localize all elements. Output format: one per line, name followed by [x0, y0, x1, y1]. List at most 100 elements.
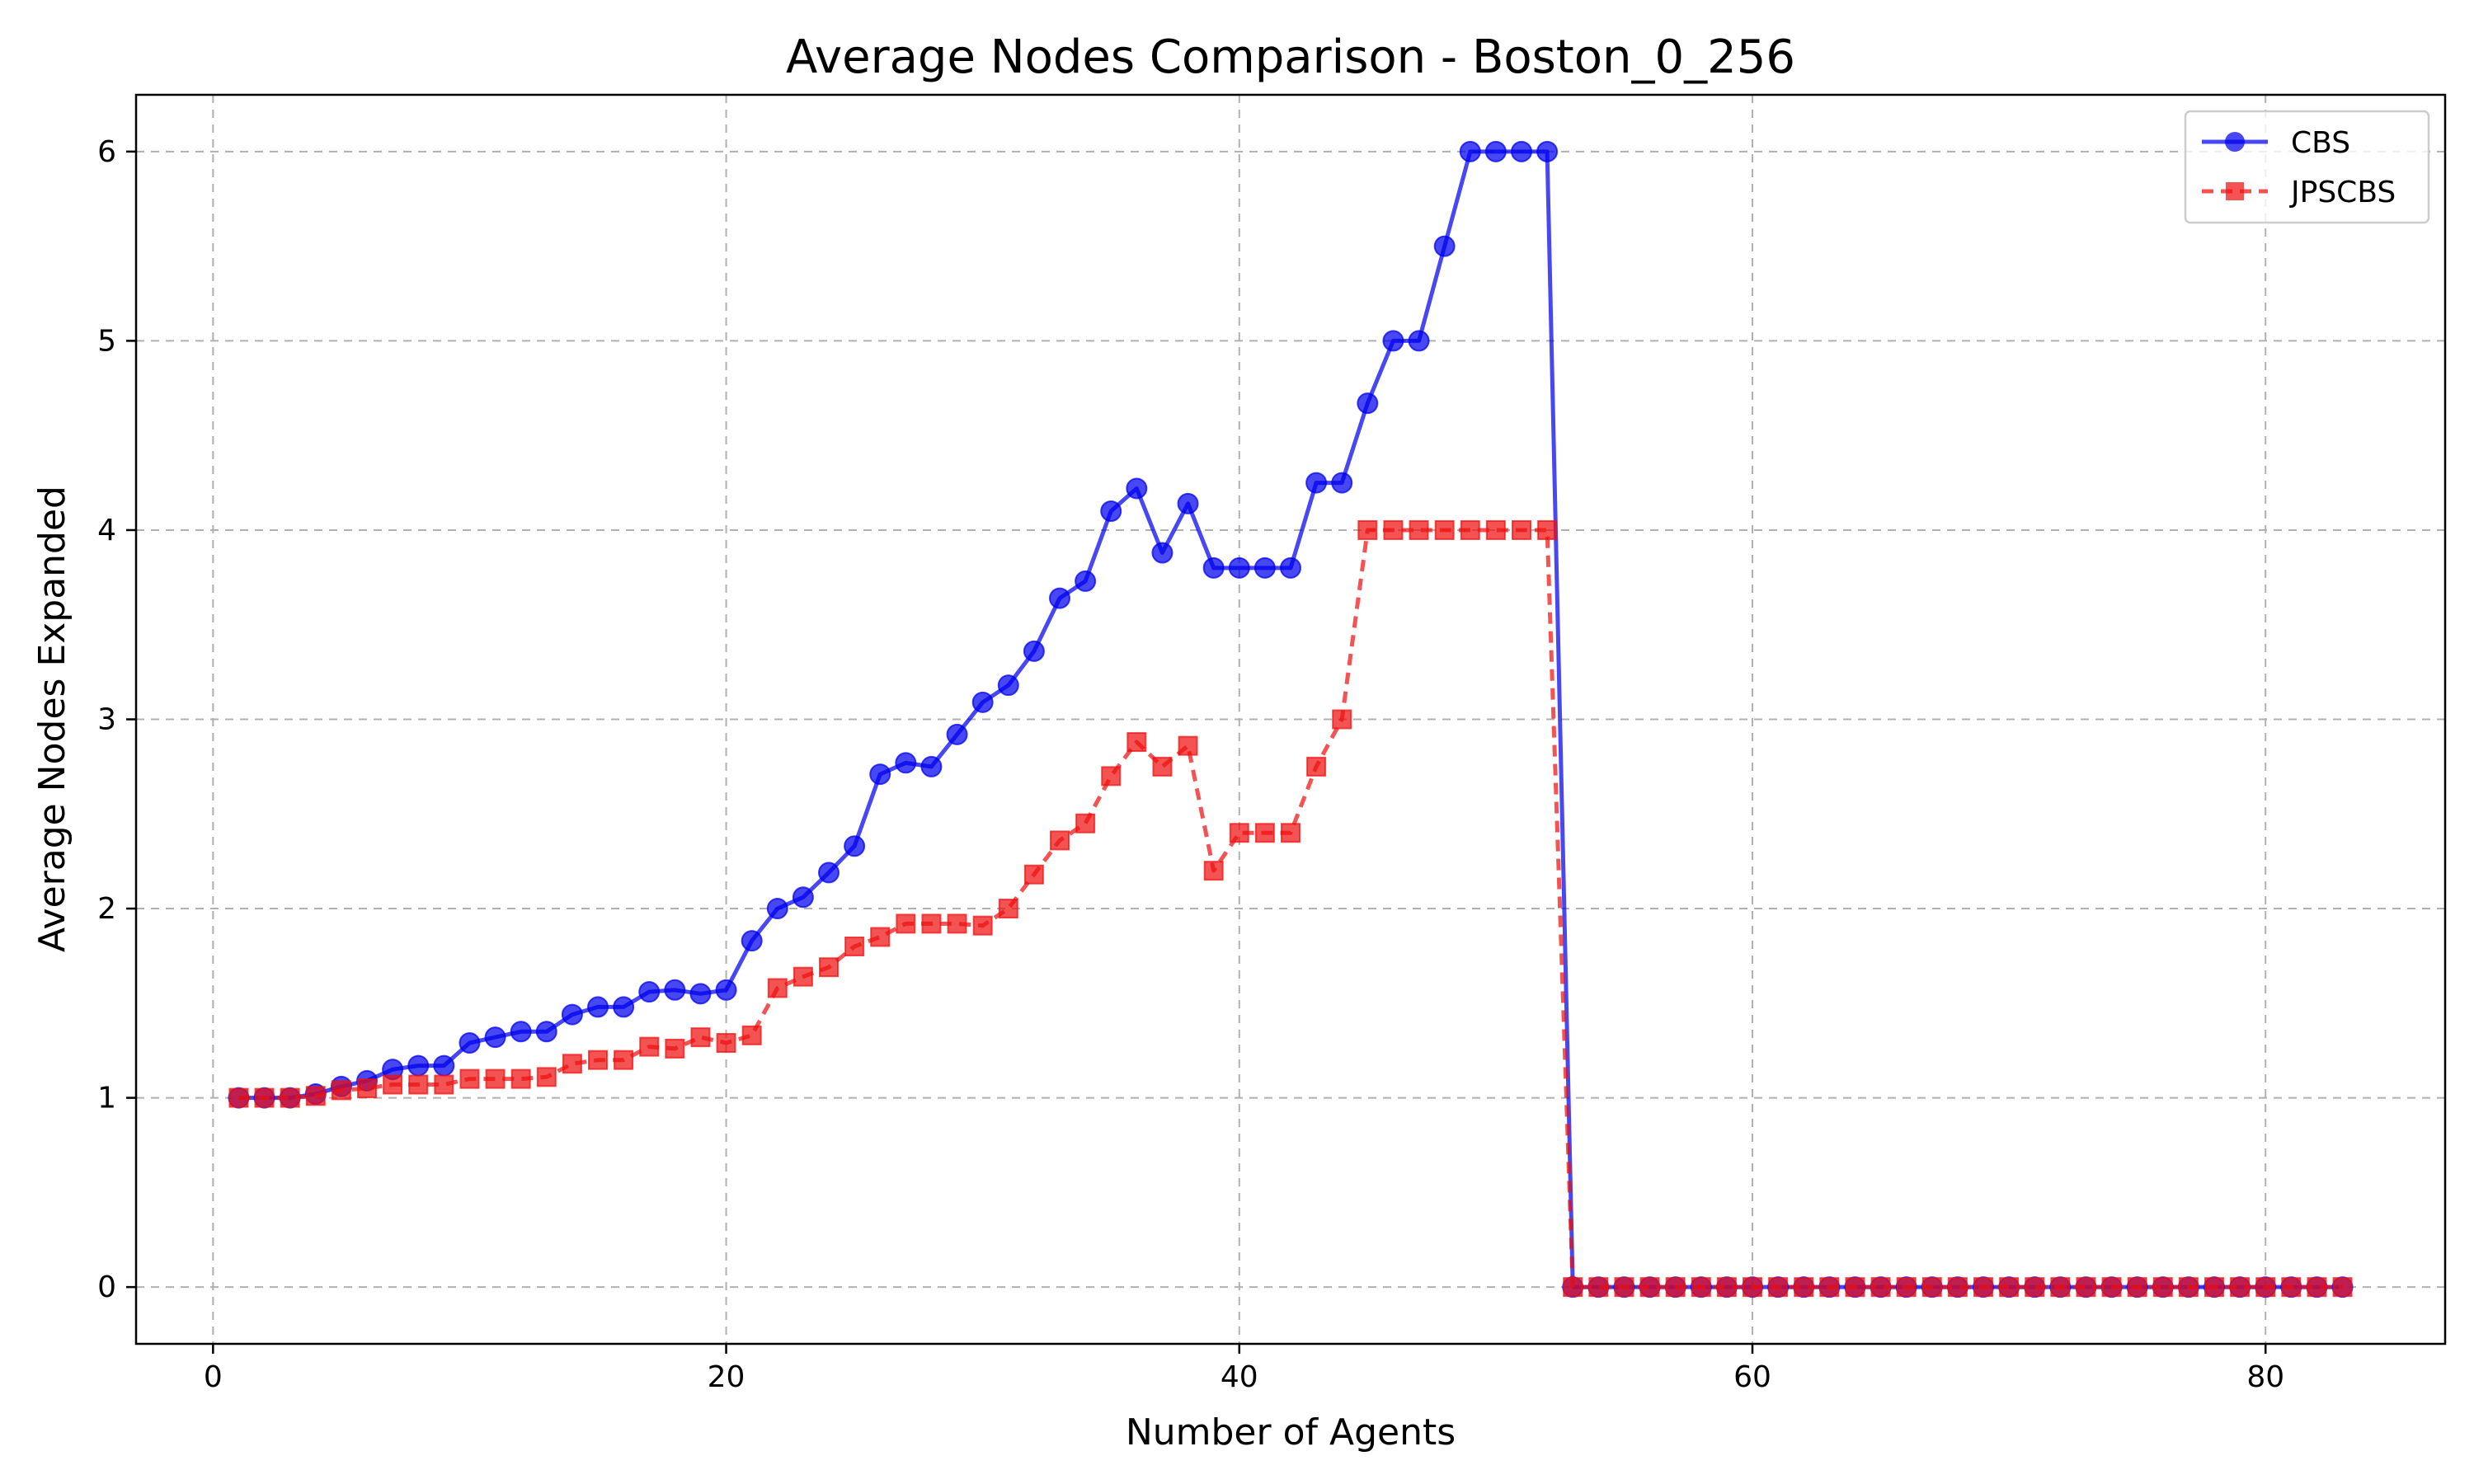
data-point-cbs — [1228, 556, 1250, 579]
data-point-cbs — [1049, 587, 1070, 609]
data-point-jpscbs — [690, 1027, 711, 1048]
data-point-jpscbs — [536, 1067, 557, 1087]
data-point-jpscbs — [1306, 756, 1327, 777]
series-layer — [228, 140, 2354, 1298]
data-point-jpscbs — [2204, 1277, 2224, 1298]
data-point-jpscbs — [1973, 1277, 1993, 1298]
data-point-jpscbs — [1743, 1277, 1762, 1298]
data-point-cbs — [844, 835, 866, 857]
data-point-jpscbs — [588, 1050, 608, 1070]
data-point-cbs — [459, 1032, 481, 1054]
data-point-cbs — [1536, 140, 1559, 162]
data-point-jpscbs — [1999, 1277, 2020, 1298]
data-point-jpscbs — [972, 915, 993, 936]
data-point-cbs — [484, 1026, 506, 1049]
data-point-jpscbs — [870, 927, 891, 947]
legend-marker-jpscbs — [2226, 182, 2244, 200]
data-point-jpscbs — [1101, 766, 1122, 787]
x-tick-label: 40 — [1221, 1360, 1258, 1394]
data-point-cbs — [1202, 556, 1225, 579]
data-point-jpscbs — [2127, 1277, 2147, 1298]
series-jpscbs — [228, 519, 2353, 1298]
y-tick-label: 6 — [97, 135, 116, 169]
data-point-jpscbs — [665, 1038, 685, 1059]
data-point-cbs — [920, 755, 943, 777]
data-point-cbs — [1023, 640, 1045, 662]
data-point-jpscbs — [1357, 519, 1378, 540]
data-point-cbs — [664, 979, 686, 1001]
data-point-cbs — [587, 996, 609, 1018]
data-point-jpscbs — [1023, 864, 1044, 885]
data-point-jpscbs — [2332, 1277, 2353, 1298]
data-point-cbs — [1253, 556, 1276, 579]
data-point-jpscbs — [998, 899, 1018, 919]
data-point-cbs — [1280, 556, 1301, 579]
data-point-jpscbs — [1203, 861, 1224, 881]
data-point-cbs — [1459, 140, 1481, 162]
data-point-jpscbs — [1332, 709, 1352, 730]
data-point-cbs — [407, 1054, 430, 1077]
data-point-cbs — [1075, 570, 1097, 592]
data-point-cbs — [638, 981, 661, 1003]
data-point-cbs — [613, 996, 635, 1018]
axis-ticks: 0 20 40 60 80 0 1 2 3 4 5 6 — [97, 135, 2284, 1394]
data-point-jpscbs — [2050, 1277, 2071, 1298]
data-point-jpscbs — [1870, 1277, 1891, 1298]
data-point-jpscbs — [254, 1087, 275, 1108]
data-point-cbs — [869, 763, 891, 786]
data-point-jpscbs — [1794, 1277, 1814, 1298]
data-point-jpscbs — [2152, 1277, 2173, 1298]
data-point-cbs — [715, 979, 737, 1001]
data-point-jpscbs — [1588, 1277, 1609, 1298]
data-point-jpscbs — [1921, 1277, 1942, 1298]
legend-marker-cbs — [2225, 132, 2245, 152]
data-point-jpscbs — [1845, 1277, 1865, 1298]
data-point-jpscbs — [819, 957, 839, 978]
data-point-jpscbs — [1152, 756, 1173, 777]
data-point-cbs — [1511, 140, 1532, 162]
data-point-jpscbs — [1614, 1277, 1634, 1298]
data-point-jpscbs — [1819, 1277, 1840, 1298]
data-point-jpscbs — [2076, 1277, 2096, 1298]
data-point-cbs — [1177, 492, 1199, 514]
data-point-jpscbs — [947, 913, 967, 934]
data-point-jpscbs — [1639, 1277, 1660, 1298]
data-point-jpscbs — [280, 1087, 300, 1108]
data-point-jpscbs — [2101, 1277, 2122, 1298]
data-point-jpscbs — [1434, 519, 1455, 540]
legend-box — [2184, 110, 2430, 224]
grid — [136, 95, 2445, 1344]
legend-label-cbs: CBS — [2291, 126, 2350, 160]
data-point-jpscbs — [305, 1086, 326, 1106]
data-point-jpscbs — [357, 1078, 377, 1099]
data-point-jpscbs — [1254, 823, 1275, 843]
data-point-jpscbs — [614, 1050, 634, 1070]
data-point-jpscbs — [1178, 735, 1198, 756]
data-point-jpscbs — [1460, 519, 1480, 540]
data-point-jpscbs — [331, 1080, 351, 1101]
data-point-cbs — [1408, 330, 1430, 352]
data-point-jpscbs — [383, 1074, 403, 1095]
data-point-jpscbs — [510, 1068, 531, 1089]
chart-title: Average Nodes Comparison - Boston_0_256 — [786, 31, 1795, 84]
data-point-jpscbs — [408, 1074, 429, 1095]
data-point-jpscbs — [844, 936, 865, 956]
x-axis-label: Number of Agents — [1126, 1411, 1456, 1453]
data-point-jpscbs — [459, 1068, 480, 1089]
data-point-jpscbs — [716, 1033, 736, 1054]
data-point-jpscbs — [228, 1087, 249, 1108]
data-point-cbs — [561, 1003, 583, 1026]
data-point-jpscbs — [2178, 1277, 2199, 1298]
x-tick-label: 20 — [708, 1360, 745, 1394]
data-point-jpscbs — [1409, 519, 1429, 540]
data-point-cbs — [1382, 330, 1404, 352]
data-point-jpscbs — [1229, 823, 1249, 843]
y-tick-label: 1 — [97, 1082, 116, 1115]
data-point-jpscbs — [1383, 519, 1404, 540]
data-point-cbs — [689, 983, 712, 1005]
data-point-cbs — [818, 862, 840, 884]
data-point-jpscbs — [1896, 1277, 1917, 1298]
data-point-cbs — [1126, 477, 1148, 500]
data-point-cbs — [535, 1021, 557, 1043]
